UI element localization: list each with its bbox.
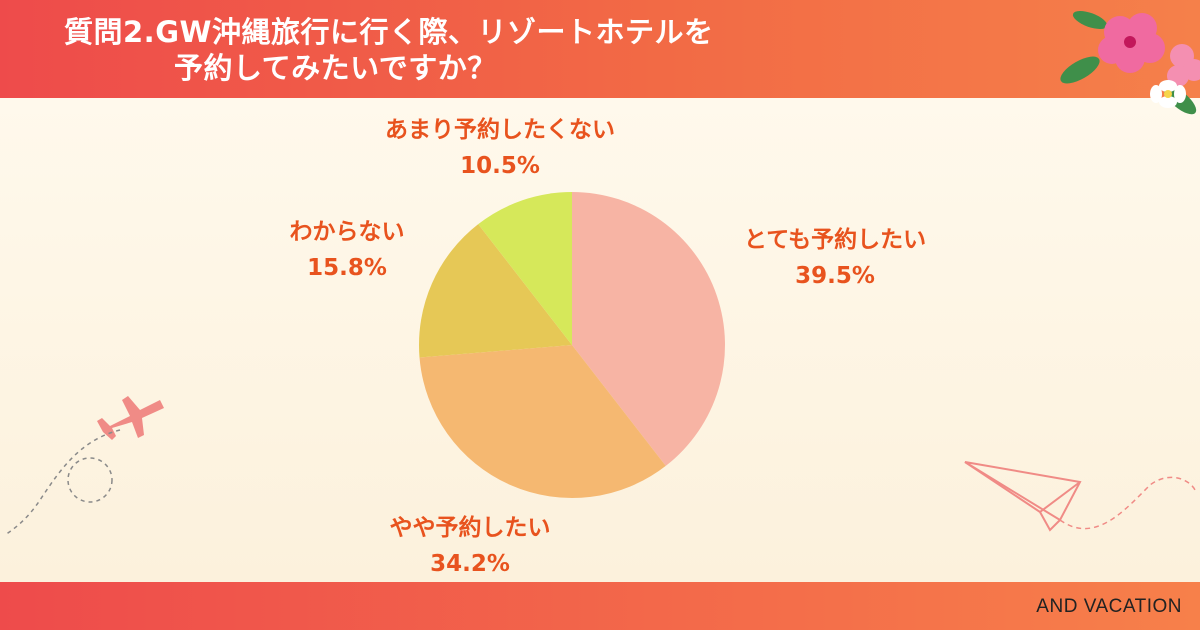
hibiscus-flower-icon — [1060, 10, 1200, 115]
slice-label-very: とても予約したい 39.5% — [700, 222, 970, 294]
slice-label-unknown-name: わからない — [289, 219, 405, 245]
brand-name: AND VACATION — [1036, 596, 1182, 617]
pie-slice-unknown — [419, 224, 572, 358]
slice-label-unknown: わからない 15.8% — [262, 214, 432, 286]
slice-label-very-value: 39.5% — [795, 263, 875, 289]
slice-label-not-much-value: 10.5% — [460, 153, 540, 179]
slice-label-very-name: とても予約したい — [743, 227, 927, 253]
pie-slice-somewhat — [419, 345, 666, 498]
slice-label-unknown-value: 15.8% — [307, 255, 387, 281]
question-title-line-1: 質問2.GW沖縄旅行に行く際、リゾートホテルを — [64, 15, 714, 49]
slice-label-somewhat-name: やや予約したい — [389, 515, 551, 541]
footer-banner: AND VACATION — [0, 582, 1200, 630]
header-banner: 質問2.GW沖縄旅行に行く際、リゾートホテルを 予約してみたいですか？ — [0, 0, 1200, 98]
pie-slice-very — [572, 192, 725, 466]
question-title-line-2: 予約してみたいですか？ — [174, 51, 497, 85]
pie-slice-not-much — [478, 192, 572, 345]
slice-label-not-much: あまり予約したくない 10.5% — [330, 112, 670, 184]
slice-label-somewhat-value: 34.2% — [430, 551, 510, 577]
paper-plane-icon — [964, 461, 1196, 532]
slice-label-somewhat: やや予約したい 34.2% — [340, 510, 600, 582]
airplane-icon — [4, 396, 164, 536]
slice-label-not-much-name: あまり予約したくない — [385, 117, 615, 143]
